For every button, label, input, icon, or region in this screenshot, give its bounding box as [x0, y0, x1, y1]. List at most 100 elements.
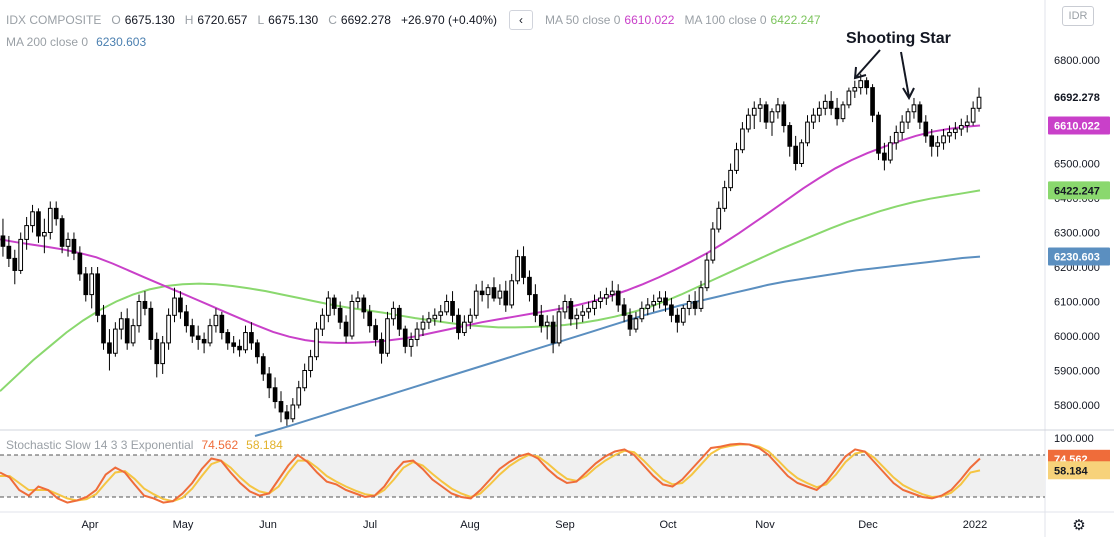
stoch-label[interactable]: Stochastic Slow 14 3 3 Exponential	[6, 438, 194, 452]
candle	[178, 291, 183, 319]
candle	[905, 108, 911, 129]
candle-body	[917, 104, 923, 123]
candle-body	[361, 297, 367, 313]
candle-body	[751, 107, 757, 116]
candle	[113, 322, 118, 357]
gear-icon: ⚙	[1072, 517, 1086, 534]
candle	[627, 308, 633, 336]
candle-body	[320, 314, 325, 330]
candle	[71, 232, 77, 261]
candle-body	[42, 232, 47, 237]
candle-body	[509, 280, 515, 306]
candle-body	[450, 301, 455, 316]
candle-body	[59, 218, 65, 247]
candle-body	[645, 304, 651, 309]
shooting-star-annotation: Shooting Star	[846, 30, 951, 47]
candle-body	[586, 307, 591, 313]
collapse-legend-button[interactable]: ‹	[509, 10, 534, 30]
candle	[816, 101, 822, 123]
candle	[633, 311, 639, 333]
candle-body	[24, 225, 29, 240]
candle-body	[456, 314, 461, 334]
candle-body	[515, 256, 520, 282]
candle-body	[769, 111, 775, 123]
candle-body	[621, 304, 627, 316]
candle	[876, 111, 881, 161]
candle-body	[976, 96, 982, 109]
candle	[728, 163, 733, 192]
candle-body	[657, 297, 662, 302]
candle-body	[367, 311, 373, 327]
ma200-value: 6230.603	[96, 35, 147, 49]
candle-body	[420, 321, 426, 330]
candle	[343, 315, 349, 343]
price-badge-bg	[1048, 88, 1110, 107]
candle-body	[290, 404, 296, 420]
candle	[574, 308, 580, 330]
candle-body	[716, 207, 722, 230]
candle-body	[935, 142, 940, 147]
candle	[254, 339, 260, 364]
ma50-label[interactable]: MA 50 close 0	[545, 13, 621, 27]
candle-body	[77, 252, 83, 275]
candle-body	[396, 307, 402, 330]
price-badge-bg	[1048, 247, 1110, 266]
candle-body	[698, 287, 704, 309]
candle-body	[663, 297, 668, 306]
candle	[722, 180, 728, 212]
candle-body	[284, 411, 290, 420]
ma100-value: 6422.247	[770, 13, 821, 27]
price-badge-bg	[1048, 181, 1110, 200]
candle-body	[544, 321, 550, 327]
candle	[367, 304, 373, 333]
candle	[781, 101, 787, 133]
candle-body	[254, 342, 260, 358]
candle-body	[639, 307, 645, 320]
settings-button[interactable]: ⚙	[1070, 516, 1088, 534]
candle	[213, 308, 219, 333]
ma100-label[interactable]: MA 100 close 0	[684, 13, 767, 27]
candle-body	[503, 290, 509, 306]
candle-body	[811, 114, 816, 123]
ma200-label[interactable]: MA 200 close 0	[6, 35, 89, 49]
candle-body	[331, 297, 337, 309]
candle	[692, 291, 698, 316]
price-badge-text: 6230.603	[1054, 251, 1100, 263]
candle	[154, 332, 160, 378]
candle	[337, 301, 343, 330]
symbol-name[interactable]: IDX COMPOSITE	[6, 13, 102, 27]
candle-body	[343, 321, 349, 337]
candle	[958, 118, 964, 136]
candle-body	[574, 314, 580, 320]
price-badge-last: 6692.278	[1048, 88, 1110, 107]
candle-body	[36, 211, 41, 237]
candle	[0, 218, 6, 257]
candle-body	[467, 314, 473, 323]
candle	[314, 322, 319, 361]
candle	[846, 87, 852, 109]
candle-body	[154, 338, 160, 365]
time-scale[interactable]: Apr May Jun Jul Aug Sep Oct Nov Dec 2022	[81, 519, 987, 531]
candle-body	[893, 131, 899, 144]
candle-body	[757, 104, 763, 109]
candle-body	[633, 318, 639, 330]
candle-body	[6, 245, 12, 259]
stoch-tick-label: 100.000	[1054, 433, 1094, 445]
candle	[941, 129, 946, 150]
candle-body	[373, 325, 378, 340]
candle-body	[296, 387, 302, 406]
candle	[887, 135, 893, 164]
candle-body	[124, 318, 130, 344]
candle	[917, 101, 923, 129]
candle-body	[213, 314, 219, 327]
candle-body	[438, 311, 444, 316]
currency-button[interactable]: IDR	[1062, 6, 1094, 26]
candle	[544, 315, 550, 340]
candle-body	[113, 328, 118, 354]
candle-body	[89, 273, 95, 296]
candle	[698, 280, 704, 312]
ma50-line	[0, 124, 981, 344]
stoch-badge: 58.184	[1048, 461, 1110, 480]
candle	[414, 322, 420, 347]
